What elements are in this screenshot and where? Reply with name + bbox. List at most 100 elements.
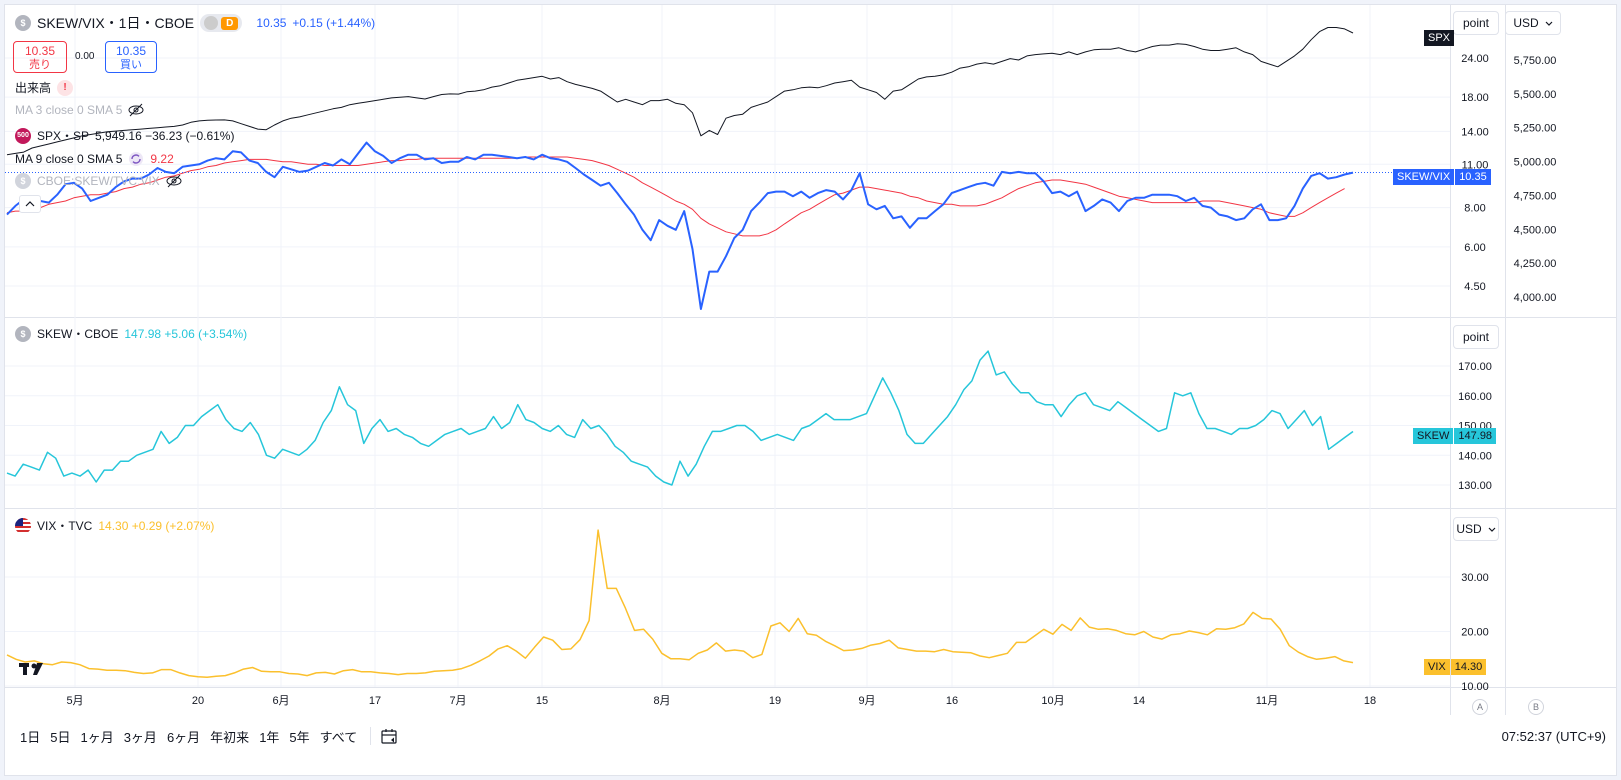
vix-value: 14.30 +0.29 (+2.07%): [98, 518, 215, 533]
x-tick-label: 16: [946, 695, 958, 707]
range-buttons: 1日 5日 1ヶ月 3ヶ月 6ヶ月 年初来 1年 5年 すべて: [15, 727, 362, 746]
range-button[interactable]: 1年: [259, 729, 280, 745]
scale-point-button-skew[interactable]: point: [1453, 325, 1499, 349]
ma1-label: MA 3 close 0 SMA 5: [15, 103, 123, 117]
main-symbol-title[interactable]: SKEW/VIX・1日・CBOE: [37, 15, 195, 31]
skew-tick-label: 170.00: [1458, 361, 1492, 373]
skewvix-price-tag: SKEW/VIX 10.35: [1393, 169, 1491, 185]
eye-hidden-icon[interactable]: [166, 174, 182, 188]
currency-usd-button-vix[interactable]: USD: [1453, 517, 1499, 541]
x-tick-label: 7月: [449, 695, 466, 707]
ma1-legend[interactable]: MA 3 close 0 SMA 5: [15, 103, 144, 117]
range-button[interactable]: 3ヶ月: [123, 729, 157, 745]
main-last: 10.35: [256, 16, 287, 30]
skew-price-tag: SKEW 147.98: [1413, 428, 1497, 444]
chevron-down-icon: [1545, 21, 1553, 26]
refresh-icon[interactable]: [128, 151, 144, 167]
chart-frame: 5月 20 6月 17 7月 15 8月 19 9月 16 10月 14 11月 18 24.00 18.00…: [4, 4, 1617, 776]
us-flag-icon: [15, 517, 31, 534]
spx-price-tag: SPX: [1424, 30, 1455, 46]
compare-legend[interactable]: $ CBOE:SKEW/TVC:VIX: [15, 173, 182, 189]
range-button[interactable]: 1ヶ月: [80, 729, 114, 745]
main-left-tick-label: 8.00: [1464, 203, 1485, 215]
vix-tick-label: 10.00: [1461, 681, 1489, 693]
range-button[interactable]: 6ヶ月: [166, 729, 201, 745]
auto-scale-a-button[interactable]: A: [1472, 699, 1488, 715]
skew-tag-name: SKEW: [1413, 428, 1454, 444]
ma2-label: MA 9 close 0 SMA 5: [15, 152, 123, 166]
skew-tick-label: 160.00: [1458, 391, 1492, 403]
tradingview-logo[interactable]: [19, 661, 49, 682]
warning-icon[interactable]: !: [57, 79, 74, 96]
x-tick-label: 6月: [272, 695, 289, 707]
range-bar: 1日 5日 1ヶ月 3ヶ月 6ヶ月 年初来 1年 5年 すべて: [5, 719, 1616, 753]
x-tick-label: 18: [1364, 695, 1376, 707]
symbol-dollar-icon: $: [15, 15, 31, 31]
main-right-tick-label: 5,000.00: [1514, 157, 1557, 169]
skew-tick-label: 130.00: [1458, 480, 1492, 492]
skew-value: 147.98 +5.06 (+3.54%): [124, 326, 248, 341]
buy-button[interactable]: 10.35 買い: [105, 41, 157, 73]
vix-legend[interactable]: VIX・TVC 14.30 +0.29 (+2.07%): [15, 517, 214, 534]
x-tick-label: 11月: [1256, 695, 1278, 707]
range-button[interactable]: 年初来: [210, 729, 250, 745]
ma9-line: [6, 156, 1345, 237]
skew-line: [6, 350, 1354, 486]
chart-canvas[interactable]: 5月 20 6月 17 7月 15 8月 19 9月 16 10月 14 11月 18 24.00 18.00…: [5, 5, 1617, 776]
main-right-tick-label: 4,500.00: [1514, 224, 1557, 236]
x-tick-label: 17: [369, 695, 381, 707]
x-tick-label: 15: [536, 695, 548, 707]
x-tick-label: 20: [192, 695, 204, 707]
range-button[interactable]: 5日: [50, 729, 71, 745]
skew-legend[interactable]: $ SKEW・CBOE 147.98 +5.06 (+3.54%): [15, 325, 247, 342]
spx-legend[interactable]: 500 SPX・SP 5,949.16 −36.23 (−0.61%): [15, 127, 234, 144]
range-button[interactable]: 5年: [289, 729, 310, 745]
skew-tag-value: 147.98: [1454, 428, 1497, 444]
interval-badge-group[interactable]: D: [200, 14, 243, 32]
skewvix-line: [6, 141, 1354, 310]
range-button[interactable]: すべて: [319, 729, 358, 745]
vix-tick-label: 30.00: [1461, 572, 1489, 584]
sell-price: 10.35: [24, 44, 56, 58]
main-left-tick-label: 6.00: [1464, 242, 1485, 254]
volume-label: 出来高: [15, 81, 52, 95]
vix-price-tag: VIX 14.30: [1424, 659, 1487, 675]
currency-label: USD: [1456, 522, 1482, 536]
main-right-tick-label: 4,000.00: [1514, 292, 1557, 304]
collapse-legend-button[interactable]: [19, 195, 41, 213]
main-left-tick-label: 11.00: [1462, 159, 1489, 171]
currency-label: USD: [1513, 16, 1539, 30]
chevron-up-icon: [25, 201, 35, 207]
ma2-legend[interactable]: MA 9 close 0 SMA 5 9.22: [15, 151, 174, 167]
sell-button[interactable]: 10.35 売り: [13, 41, 67, 73]
date-range-calendar-icon[interactable]: [379, 726, 399, 746]
interval-badge: D: [221, 16, 239, 30]
sell-label: 売り: [29, 59, 51, 71]
tradingview-logo-icon: [19, 663, 43, 675]
ma2-value: 9.22: [150, 152, 174, 166]
main-left-tick-label: 24.00: [1461, 53, 1489, 65]
volume-legend[interactable]: 出来高 !: [15, 79, 74, 96]
clock[interactable]: 07:52:37 (UTC+9): [1501, 729, 1606, 744]
skewvix-tag-value: 10.35: [1455, 169, 1491, 185]
x-tick-label: 19: [769, 695, 781, 707]
main-right-tick-label: 4,750.00: [1514, 190, 1557, 202]
spx-line: [6, 27, 1354, 156]
range-button[interactable]: 1日: [20, 729, 41, 745]
eye-hidden-icon[interactable]: [128, 103, 144, 117]
divider: [370, 727, 372, 745]
main-right-tick-label: 5,250.00: [1514, 123, 1557, 135]
main-right-tick-label: 5,500.00: [1514, 89, 1557, 101]
x-tick-label: 5月: [66, 695, 83, 707]
vix-tag-value: 14.30: [1450, 659, 1487, 675]
compare-label: CBOE:SKEW/TVC:VIX: [37, 174, 160, 188]
x-tick-label: 10月: [1041, 695, 1064, 707]
skewvix-tag-name: SKEW/VIX: [1393, 169, 1455, 185]
currency-usd-button[interactable]: USD: [1505, 11, 1561, 35]
spx-tag-label: SPX: [1428, 32, 1451, 44]
main-legend: $ SKEW/VIX・1日・CBOE D 10.35 +0.15 (+1.44%…: [15, 13, 375, 33]
main-right-tick-label: 4,250.00: [1514, 258, 1557, 270]
b-button[interactable]: B: [1528, 699, 1544, 715]
buy-label: 買い: [120, 59, 142, 71]
scale-point-button[interactable]: point: [1453, 11, 1499, 35]
